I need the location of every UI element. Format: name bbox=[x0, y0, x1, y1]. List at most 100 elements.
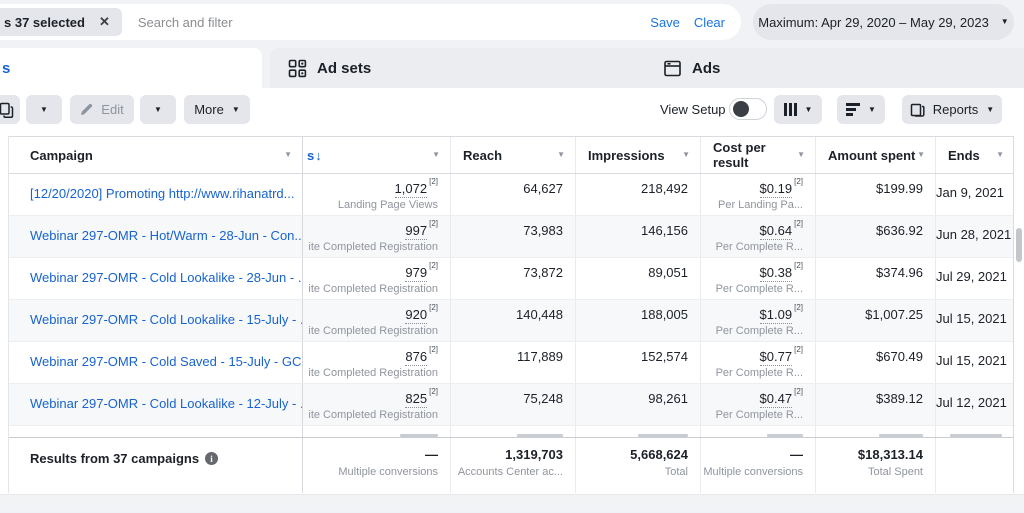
impressions-value: 152,574 bbox=[641, 349, 688, 364]
caret-down-icon[interactable]: ▼ bbox=[797, 150, 805, 159]
view-setup-toggle[interactable] bbox=[729, 98, 767, 120]
ends-date: Jan 9, 2021 bbox=[936, 185, 1004, 200]
summary-label: Results from 37 campaigns bbox=[30, 451, 200, 466]
column-header-results[interactable]: s ↓ ▼ bbox=[302, 137, 450, 173]
cost-per-result-value: $0.47 [2] bbox=[759, 387, 803, 409]
tab-campaigns[interactable]: s bbox=[0, 48, 262, 88]
amount-spent-value: $389.12 bbox=[876, 391, 923, 406]
summary-cpr-note: Multiple conversions bbox=[703, 466, 803, 478]
campaign-name-link[interactable]: Webinar 297-OMR - Cold Saved - 15-July -… bbox=[30, 354, 302, 369]
breakdown-button[interactable]: ▼ bbox=[837, 95, 885, 124]
summary-spent-note: Total Spent bbox=[867, 466, 923, 478]
caret-down-icon[interactable]: ▼ bbox=[557, 150, 565, 159]
caret-down-icon[interactable]: ▼ bbox=[682, 150, 690, 159]
edit-options-button[interactable]: ▼ bbox=[140, 95, 176, 124]
table-body: [12/20/2020] Promoting http://www.rihana… bbox=[8, 174, 1014, 426]
campaign-name-link[interactable]: [12/20/2020] Promoting http://www.rihana… bbox=[30, 186, 295, 201]
cost-per-result-value: $0.64 [2] bbox=[759, 219, 803, 241]
caret-down-icon[interactable]: ▼ bbox=[432, 150, 440, 159]
more-button-label: More bbox=[194, 102, 224, 117]
caret-down-icon[interactable]: ▼ bbox=[996, 150, 1004, 159]
table-row[interactable]: Webinar 297-OMR - Cold Saved - 15-July -… bbox=[8, 342, 1014, 384]
impressions-value: 89,051 bbox=[648, 265, 688, 280]
vertical-scrollbar-thumb[interactable] bbox=[1016, 228, 1022, 262]
sort-descending-icon: ↓ bbox=[315, 147, 322, 163]
caret-down-icon[interactable]: ▼ bbox=[917, 150, 925, 159]
clear-filter-link[interactable]: Clear bbox=[693, 14, 725, 30]
tab-campaigns-label: s bbox=[2, 59, 11, 77]
impressions-value: 146,156 bbox=[641, 223, 688, 238]
horizontal-scrollbar-track[interactable] bbox=[0, 494, 1024, 506]
results-type-note: ite Completed Registration bbox=[308, 283, 438, 296]
impressions-value: 98,261 bbox=[648, 391, 688, 406]
amount-spent-value: $374.96 bbox=[876, 265, 923, 280]
toggle-knob bbox=[733, 101, 749, 117]
table-left-border bbox=[8, 136, 9, 493]
footnote-marker: [2] bbox=[429, 261, 438, 270]
cost-per-result-note: Per Complete R... bbox=[715, 367, 803, 380]
table-summary-row: Results from 37 campaigns i — Multiple c… bbox=[8, 437, 1014, 493]
results-value: 1,072 [2] bbox=[394, 177, 438, 199]
more-button[interactable]: More ▼ bbox=[184, 95, 250, 124]
campaign-name-link[interactable]: Webinar 297-OMR - Hot/Warm - 28-Jun - Co… bbox=[30, 228, 302, 243]
save-filter-link[interactable]: Save bbox=[650, 14, 680, 30]
results-value: 825 [2] bbox=[405, 387, 438, 409]
breakdown-icon bbox=[846, 103, 861, 116]
column-header-campaign[interactable]: Campaign ▼ bbox=[30, 147, 292, 163]
table-row[interactable]: Webinar 297-OMR - Cold Lookalike - 28-Ju… bbox=[8, 258, 1014, 300]
amount-spent-value: $1,007.25 bbox=[865, 307, 923, 322]
column-header-cost-per-result[interactable]: Cost per result ▼ bbox=[700, 137, 815, 173]
reach-value: 117,889 bbox=[516, 349, 563, 364]
footnote-marker: [2] bbox=[794, 219, 803, 228]
cost-per-result-value: $0.19 [2] bbox=[759, 177, 803, 199]
table-row[interactable]: Webinar 297-OMR - Cold Lookalike - 12-Ju… bbox=[8, 384, 1014, 426]
caret-down-icon: ▼ bbox=[868, 104, 876, 114]
search-input[interactable] bbox=[135, 13, 651, 31]
summary-reach: 1,319,703 bbox=[505, 447, 563, 462]
impressions-value: 218,492 bbox=[641, 181, 688, 196]
close-icon[interactable]: ✕ bbox=[98, 14, 110, 29]
column-header-impressions[interactable]: Impressions ▼ bbox=[575, 137, 700, 173]
table-right-border bbox=[1013, 136, 1014, 493]
ends-date: Jul 15, 2021 bbox=[936, 353, 1007, 368]
ends-date: Jul 15, 2021 bbox=[936, 311, 1007, 326]
duplicate-button[interactable] bbox=[0, 95, 20, 124]
tab-ad-sets[interactable]: Ad sets bbox=[270, 48, 655, 88]
summary-impressions: 5,668,624 bbox=[630, 447, 688, 462]
date-range-label: Maximum: Apr 29, 2020 – May 29, 2023 bbox=[758, 14, 989, 30]
footnote-marker: [2] bbox=[429, 387, 438, 396]
results-type-note: Landing Page Views bbox=[337, 199, 438, 212]
edit-button[interactable]: Edit bbox=[70, 95, 134, 124]
campaign-name-link[interactable]: Webinar 297-OMR - Cold Lookalike - 15-Ju… bbox=[30, 312, 302, 327]
reports-button[interactable]: Reports ▼ bbox=[902, 95, 1002, 124]
date-range-selector[interactable]: Maximum: Apr 29, 2020 – May 29, 2023 ▼ bbox=[753, 4, 1014, 40]
table-row[interactable]: Webinar 297-OMR - Cold Lookalike - 15-Ju… bbox=[8, 300, 1014, 342]
column-header-ends[interactable]: Ends ▼ bbox=[935, 137, 1014, 173]
footnote-marker: [2] bbox=[794, 261, 803, 270]
caret-down-icon: ▼ bbox=[154, 104, 162, 114]
results-type-note: ite Completed Registration bbox=[308, 325, 438, 338]
reach-value: 140,448 bbox=[516, 307, 563, 322]
summary-results-note: Multiple conversions bbox=[338, 466, 438, 478]
campaign-name-link[interactable]: Webinar 297-OMR - Cold Lookalike - 28-Ju… bbox=[30, 270, 302, 285]
chevron-down-icon: ▼ bbox=[1000, 17, 1009, 26]
caret-down-icon[interactable]: ▼ bbox=[284, 150, 292, 159]
table-row[interactable]: Webinar 297-OMR - Hot/Warm - 28-Jun - Co… bbox=[8, 216, 1014, 258]
amount-spent-value: $670.49 bbox=[876, 349, 923, 364]
impressions-value: 188,005 bbox=[641, 307, 688, 322]
column-header-amount-spent[interactable]: Amount spent ▼ bbox=[815, 137, 935, 173]
column-header-reach[interactable]: Reach ▼ bbox=[450, 137, 575, 173]
cost-per-result-note: Per Complete R... bbox=[715, 283, 803, 296]
results-value: 997 [2] bbox=[405, 219, 438, 241]
table-row[interactable]: [12/20/2020] Promoting http://www.rihana… bbox=[8, 174, 1014, 216]
caret-down-icon: ▼ bbox=[804, 104, 813, 114]
selected-filter-chip[interactable]: s 37 selected ✕ bbox=[0, 8, 122, 36]
info-icon[interactable]: i bbox=[205, 452, 219, 465]
columns-button[interactable]: ▼ bbox=[774, 95, 822, 124]
tab-ads[interactable]: Ads bbox=[645, 48, 1024, 88]
campaign-name-link[interactable]: Webinar 297-OMR - Cold Lookalike - 12-Ju… bbox=[30, 396, 302, 411]
duplicate-options-button[interactable]: ▼ bbox=[26, 95, 62, 124]
reach-value: 75,248 bbox=[523, 391, 563, 406]
duplicate-icon bbox=[0, 102, 14, 118]
